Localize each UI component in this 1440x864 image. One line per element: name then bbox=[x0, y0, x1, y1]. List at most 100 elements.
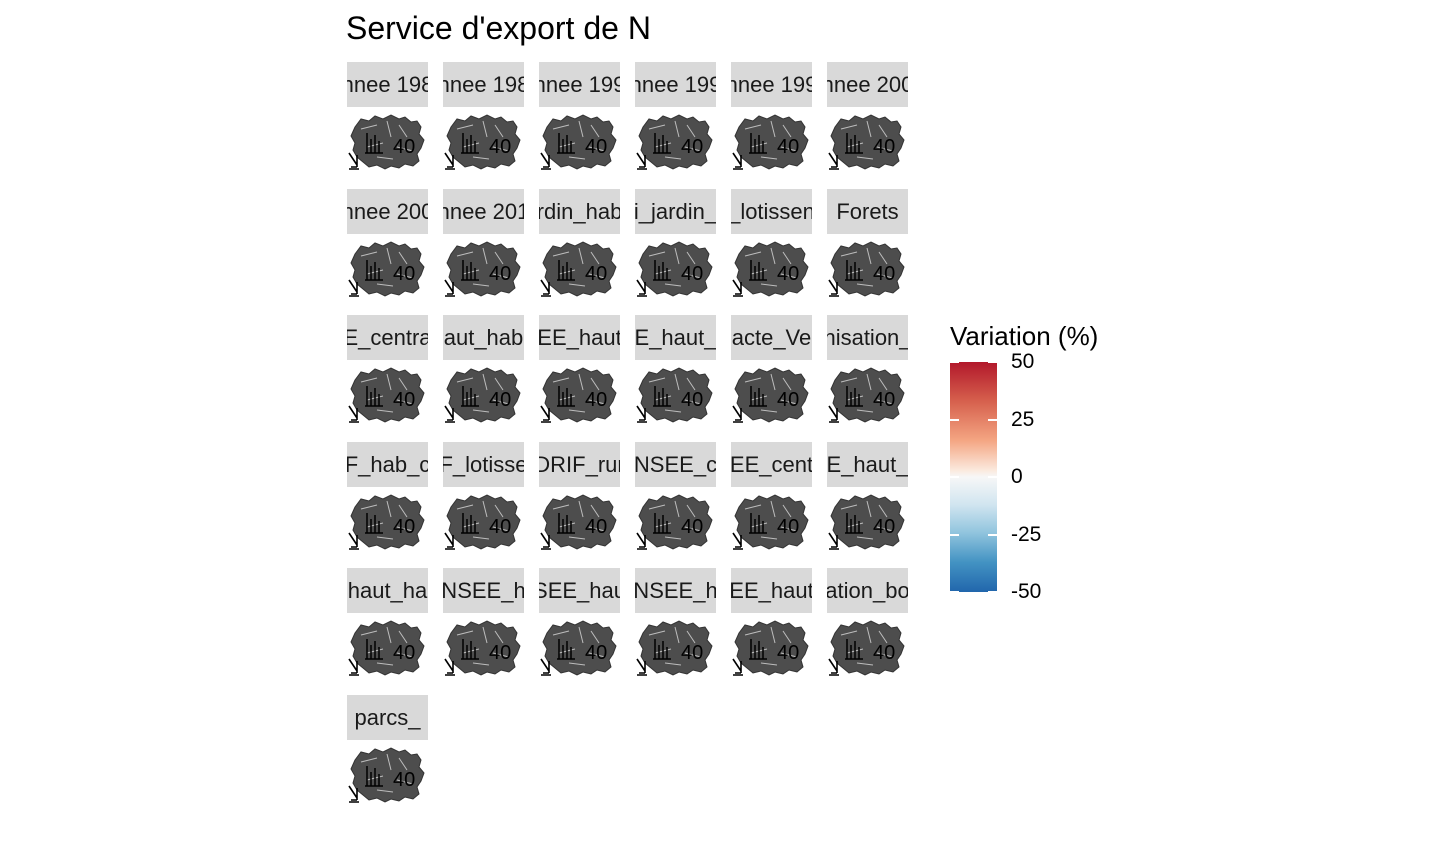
legend-tick-label: 0 bbox=[1011, 465, 1023, 488]
facet-strip: EE_haut bbox=[731, 568, 812, 614]
scale-bar bbox=[749, 133, 767, 154]
scale-bar-label: 40 bbox=[393, 516, 415, 538]
north-arrow-icon bbox=[636, 152, 647, 170]
scale-bar-label: 40 bbox=[489, 642, 511, 664]
scale-bar bbox=[845, 386, 863, 407]
scale-bar-label: 40 bbox=[393, 769, 415, 791]
panel-map: 40 bbox=[732, 620, 809, 677]
scale-bar bbox=[365, 259, 383, 281]
scale-bar-label: 40 bbox=[873, 516, 895, 538]
facet-strip: E_centra bbox=[347, 315, 428, 361]
facet-strip-label: parcs_ bbox=[354, 705, 421, 730]
map-region bbox=[446, 241, 521, 297]
scale-bar-label: 40 bbox=[681, 642, 703, 664]
scale-bar bbox=[365, 639, 383, 661]
panel-map: 40 bbox=[444, 114, 521, 170]
map-region bbox=[446, 620, 521, 676]
scale-bar bbox=[845, 512, 863, 534]
north-arrow-icon bbox=[636, 279, 647, 297]
facet-strip: haut_ha bbox=[347, 568, 428, 614]
scale-bar bbox=[653, 639, 671, 661]
facet-strip: nnee 198 bbox=[443, 62, 524, 107]
scale-bar bbox=[653, 386, 671, 407]
facet-strip-label: nnee 199 bbox=[635, 72, 716, 97]
north-arrow-icon bbox=[540, 279, 551, 297]
scale-bar-label: 40 bbox=[585, 389, 607, 411]
scale-bar bbox=[557, 133, 575, 154]
facet-panel: EE_cent 40 bbox=[731, 441, 812, 568]
north-arrow-icon bbox=[636, 405, 647, 423]
legend-tick-label: -25 bbox=[1011, 522, 1042, 546]
north-arrow-icon bbox=[444, 532, 455, 550]
panel-map: 40 bbox=[540, 241, 617, 297]
facet-panel: nnee 200 40 bbox=[347, 188, 428, 315]
map-region bbox=[830, 494, 905, 550]
facet-panel: aut_hab 40 bbox=[443, 315, 524, 441]
facet-strip: Forets bbox=[827, 188, 908, 234]
facet-panel: NSEE_c 40 bbox=[635, 441, 716, 568]
scale-bar bbox=[653, 259, 671, 281]
facet-strip: nnee 199 bbox=[731, 62, 812, 107]
facet-panel: Forets 40 bbox=[827, 188, 908, 315]
north-arrow-icon bbox=[348, 785, 359, 803]
legend-tick-label: 50 bbox=[1011, 350, 1035, 373]
scale-bar-label: 40 bbox=[585, 263, 607, 285]
facet-strip: nnee 201 bbox=[443, 188, 524, 234]
panel-map: 40 bbox=[444, 494, 521, 550]
scale-bar bbox=[461, 133, 479, 154]
facet-strip-label: nisation_ bbox=[827, 325, 908, 351]
facet-panel: E_haut_ 40 bbox=[635, 315, 716, 441]
panel-map: 40 bbox=[636, 367, 713, 423]
scale-bar bbox=[845, 133, 863, 154]
scale-bar-label: 40 bbox=[777, 263, 799, 285]
north-arrow-icon bbox=[636, 658, 647, 677]
panel-map: 40 bbox=[828, 241, 905, 297]
panel-map: 40 bbox=[636, 620, 713, 677]
plot-title: Service d'export de N bbox=[346, 10, 651, 46]
facet-panel: i_jardin_ 40 bbox=[635, 188, 716, 315]
map-region bbox=[830, 367, 905, 423]
map-region bbox=[542, 620, 617, 676]
panel-map: 40 bbox=[636, 241, 713, 297]
scale-bar-label: 40 bbox=[777, 389, 799, 411]
facet-strip-label: ation_bo bbox=[827, 578, 908, 604]
facet-panel: nnee 198 40 bbox=[347, 62, 428, 188]
north-arrow-icon bbox=[444, 658, 455, 677]
north-arrow-icon bbox=[636, 532, 647, 550]
panel-map: 40 bbox=[828, 620, 905, 677]
panel-map: 40 bbox=[636, 114, 713, 170]
north-arrow-icon bbox=[540, 152, 551, 170]
scale-bar bbox=[557, 512, 575, 534]
facet-strip-label: E_centra bbox=[347, 325, 428, 351]
facet-strip: nnee 199 bbox=[539, 62, 620, 107]
facet-strip-label: rdin_hab bbox=[539, 198, 620, 224]
scale-bar-label: 40 bbox=[489, 516, 511, 538]
facet-strip: E_haut_ bbox=[827, 441, 908, 487]
facet-strip: _lotissen bbox=[731, 188, 812, 234]
facet-strip: NSEE_c bbox=[635, 441, 716, 487]
facet-strip-label: E_haut_ bbox=[635, 325, 716, 351]
facet-panel: DRIF_rur 40 bbox=[539, 441, 620, 568]
facet-strip-label: EE_haut bbox=[539, 325, 620, 351]
map-region bbox=[350, 367, 425, 423]
facet-strip: nnee 199 bbox=[635, 62, 716, 107]
north-arrow-icon bbox=[828, 279, 839, 297]
panel-map: 40 bbox=[732, 241, 809, 297]
panel-map: 40 bbox=[348, 747, 425, 803]
facet-panel: SEE_hau 40 bbox=[539, 568, 620, 694]
facet-panel: nnee 200 40 bbox=[827, 62, 908, 188]
map-region bbox=[734, 367, 809, 423]
scale-bar-label: 40 bbox=[681, 136, 703, 158]
facet-strip-label: nnee 200 bbox=[827, 72, 908, 97]
facet-strip-label: acte_Ve bbox=[731, 325, 812, 351]
map-region bbox=[830, 114, 905, 170]
panel-map: 40 bbox=[540, 367, 617, 423]
facet-panel: EE_haut 40 bbox=[731, 568, 812, 694]
facet-strip-label: nnee 199 bbox=[731, 72, 812, 97]
north-arrow-icon bbox=[540, 532, 551, 550]
north-arrow-icon bbox=[444, 405, 455, 423]
legend-title: Variation (%) bbox=[950, 321, 1099, 351]
scale-bar bbox=[557, 639, 575, 661]
scale-bar bbox=[365, 386, 383, 407]
scale-bar bbox=[557, 386, 575, 407]
